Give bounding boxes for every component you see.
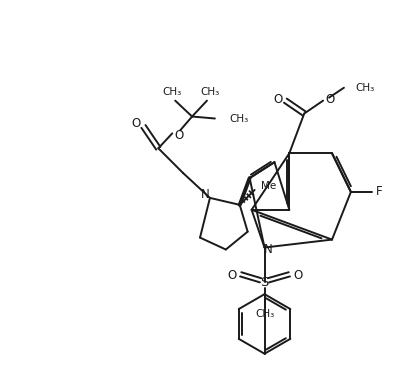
- Text: O: O: [274, 93, 283, 106]
- Text: O: O: [132, 117, 141, 130]
- Text: CH₃: CH₃: [356, 83, 375, 93]
- Text: F: F: [376, 185, 383, 198]
- Text: CH₃: CH₃: [162, 87, 182, 97]
- Text: N: N: [264, 243, 273, 256]
- Text: S: S: [260, 276, 269, 289]
- Text: N: N: [200, 188, 209, 201]
- Text: CH₃: CH₃: [200, 87, 220, 97]
- Text: O: O: [294, 269, 303, 282]
- Text: O: O: [175, 129, 184, 142]
- Text: Me: Me: [260, 181, 276, 191]
- Text: CH₃: CH₃: [230, 114, 249, 124]
- Text: CH₃: CH₃: [255, 309, 274, 319]
- Text: O: O: [227, 269, 237, 282]
- Text: O: O: [325, 93, 335, 106]
